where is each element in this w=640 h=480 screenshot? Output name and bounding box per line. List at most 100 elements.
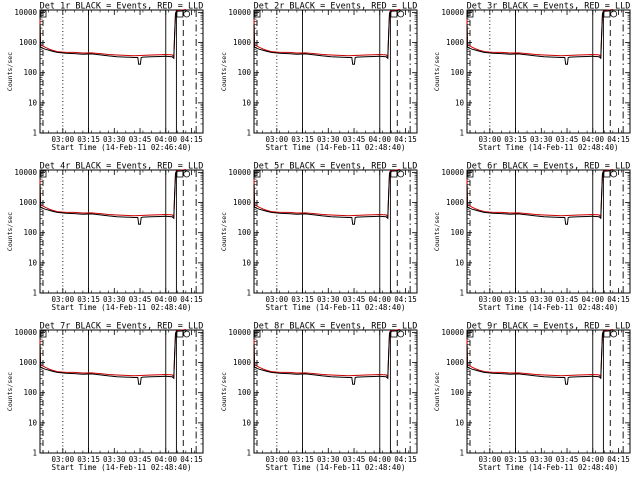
y-axis-label: Counts/sec xyxy=(220,372,228,411)
series-events xyxy=(466,169,613,225)
y-tick-label: 10000 xyxy=(441,328,464,337)
x-tick-label: 03:30 xyxy=(530,135,553,144)
y-tick-label: 10 xyxy=(455,258,465,267)
x-tick-label: 03:30 xyxy=(317,295,340,304)
x-tick-label: 04:15 xyxy=(607,135,630,144)
y-axis-label: Counts/sec xyxy=(6,372,14,411)
y-tick-label: 1000 xyxy=(19,198,38,207)
x-tick-label: 04:00 xyxy=(154,295,177,304)
x-tick-label: 03:00 xyxy=(266,295,289,304)
series-lld xyxy=(466,9,613,58)
x-tick-label: 03:45 xyxy=(343,295,366,304)
x-tick-label: 04:15 xyxy=(394,295,417,304)
plot-frame xyxy=(466,329,631,454)
plot-frame xyxy=(39,329,204,454)
series-lld xyxy=(253,329,400,378)
series-events xyxy=(253,329,400,385)
y-axis-label: Counts/sec xyxy=(6,212,14,251)
x-axis-label: Start Time (14-Feb-11 02:48:40) xyxy=(479,463,619,472)
corner-box xyxy=(176,10,184,18)
chart-title: Det 9r BLACK = Events, RED = LLD xyxy=(467,322,631,332)
x-tick-label: 03:30 xyxy=(103,295,126,304)
y-tick-label: 1000 xyxy=(19,38,38,47)
chart-title: Det 8r BLACK = Events, RED = LLD xyxy=(254,322,418,332)
y-tick-label: 10000 xyxy=(228,8,251,17)
x-tick-label: 04:15 xyxy=(607,455,630,464)
y-tick-label: 1000 xyxy=(446,38,465,47)
y-tick-label: 1 xyxy=(32,129,37,138)
plot-frame xyxy=(466,169,631,294)
panel-4: Det 4r BLACK = Events, RED = LLD 1 10 100 10… xyxy=(6,162,204,312)
series-events xyxy=(466,9,613,65)
chart-title: Det 1r BLACK = Events, RED = LLD xyxy=(40,2,204,12)
chart-title: Det 7r BLACK = Events, RED = LLD xyxy=(40,322,204,332)
x-tick-label: 04:15 xyxy=(180,455,203,464)
x-tick-label: 03:30 xyxy=(103,135,126,144)
corner-circle xyxy=(397,170,405,178)
corner-circle xyxy=(610,170,618,178)
y-tick-label: 1000 xyxy=(233,358,252,367)
y-tick-label: 10 xyxy=(28,98,38,107)
y-tick-label: 10 xyxy=(28,258,38,267)
series-lld xyxy=(253,9,400,58)
y-tick-label: 100 xyxy=(450,388,464,397)
corner-circle xyxy=(397,330,405,338)
y-tick-label: 10000 xyxy=(441,168,464,177)
y-axis-label: Counts/sec xyxy=(220,212,228,251)
x-tick-label: 03:15 xyxy=(291,135,314,144)
x-tick-label: 03:45 xyxy=(556,295,579,304)
y-axis-label: Counts/sec xyxy=(220,52,228,91)
y-tick-label: 10 xyxy=(455,418,465,427)
panel-2: Det 2r BLACK = Events, RED = LLD 1 10 100 10… xyxy=(220,2,418,152)
y-tick-label: 1 xyxy=(459,449,464,458)
y-axis-label: Counts/sec xyxy=(433,372,441,411)
x-tick-label: 03:45 xyxy=(343,455,366,464)
series-events xyxy=(466,329,613,385)
y-tick-label: 10 xyxy=(455,98,465,107)
y-tick-label: 1000 xyxy=(446,358,465,367)
corner-box xyxy=(254,330,261,338)
x-tick-label: 03:15 xyxy=(504,295,527,304)
series-lld xyxy=(466,169,613,218)
y-tick-label: 1 xyxy=(459,129,464,138)
x-tick-label: 03:15 xyxy=(504,135,527,144)
corner-circle xyxy=(183,10,191,18)
y-tick-label: 100 xyxy=(23,388,37,397)
panel-7: Det 7r BLACK = Events, RED = LLD 1 10 100 10… xyxy=(6,322,204,472)
panel-3: Det 3r BLACK = Events, RED = LLD 1 10 100 10… xyxy=(433,2,631,152)
x-tick-label: 03:00 xyxy=(52,295,75,304)
y-axis-label: Counts/sec xyxy=(433,52,441,91)
y-tick-label: 100 xyxy=(23,68,37,77)
x-tick-label: 03:45 xyxy=(129,295,152,304)
x-tick-label: 03:45 xyxy=(129,455,152,464)
x-tick-label: 03:15 xyxy=(77,455,100,464)
x-tick-label: 03:15 xyxy=(291,295,314,304)
series-lld xyxy=(39,329,186,378)
x-tick-label: 03:45 xyxy=(343,135,366,144)
series-events xyxy=(253,9,400,65)
panel-9: Det 9r BLACK = Events, RED = LLD 1 10 100 10… xyxy=(433,322,631,472)
series-events xyxy=(39,329,186,385)
y-tick-label: 1000 xyxy=(446,198,465,207)
x-tick-label: 04:00 xyxy=(368,295,391,304)
series-lld xyxy=(466,329,613,378)
y-tick-label: 1 xyxy=(459,289,464,298)
corner-circle xyxy=(397,10,405,18)
y-axis-label: Counts/sec xyxy=(433,212,441,251)
series-events xyxy=(39,9,186,65)
corner-box xyxy=(254,10,261,18)
x-tick-label: 03:30 xyxy=(103,455,126,464)
corner-box xyxy=(40,10,47,18)
x-tick-label: 04:15 xyxy=(180,135,203,144)
y-tick-label: 100 xyxy=(237,228,251,237)
plot-frame xyxy=(253,329,418,454)
y-tick-label: 10 xyxy=(28,418,38,427)
x-tick-label: 03:15 xyxy=(77,135,100,144)
x-axis-label: Start Time (14-Feb-11 02:48:40) xyxy=(479,143,619,152)
series-lld xyxy=(253,169,400,218)
corner-box xyxy=(603,330,611,338)
corner-circle xyxy=(183,330,191,338)
y-tick-label: 1 xyxy=(32,449,37,458)
x-tick-label: 04:15 xyxy=(180,295,203,304)
x-tick-label: 03:15 xyxy=(291,455,314,464)
